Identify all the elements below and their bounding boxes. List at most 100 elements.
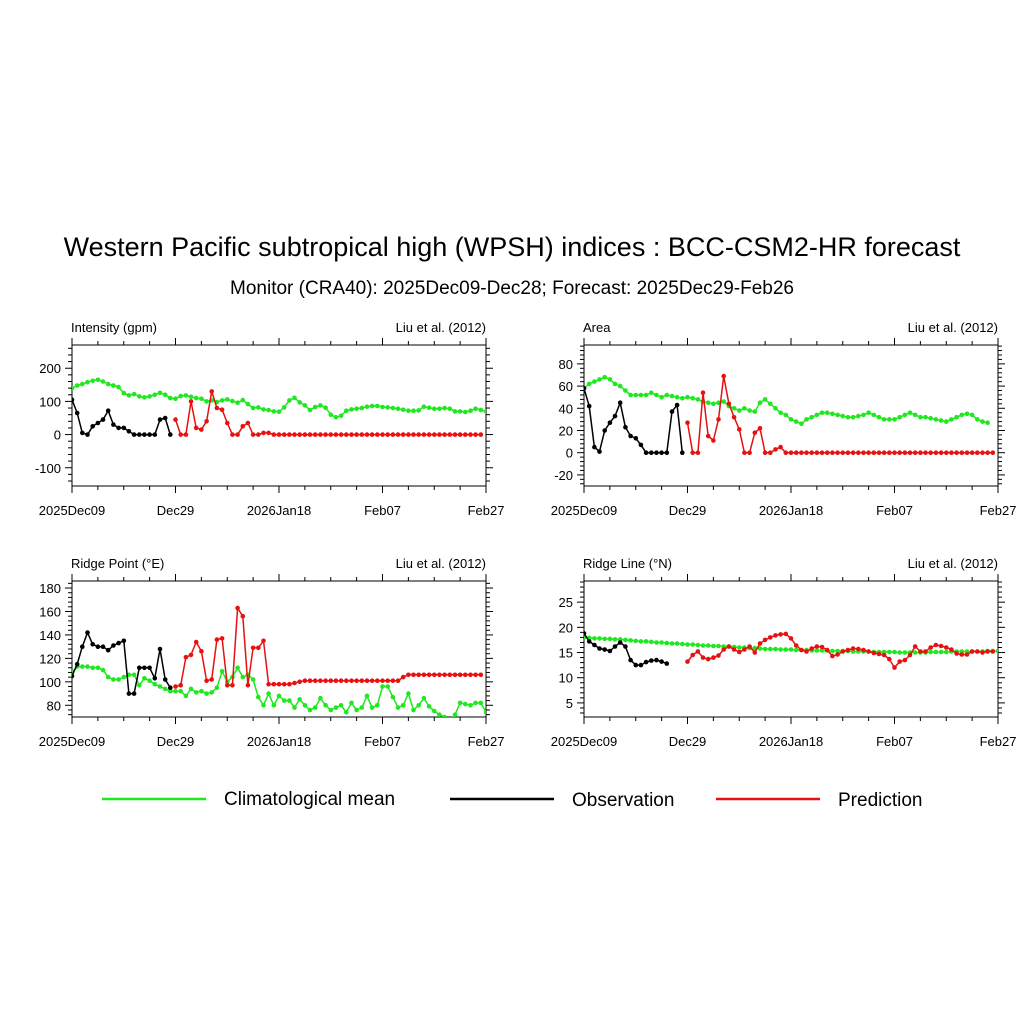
data-point-obs bbox=[80, 644, 85, 649]
data-point-clim bbox=[432, 406, 437, 412]
data-point-clim bbox=[390, 405, 396, 411]
panel-ridge-line: 5 10 15 20 25 2025Dec09 Dec29 2026Jan18 Feb07 Feb… bbox=[551, 556, 1017, 749]
chart-subtitle: Monitor (CRA40): 2025Dec09-Dec28; Foreca… bbox=[230, 278, 794, 299]
data-point-pred bbox=[742, 647, 747, 652]
chart-main-title: Western Pacific subtropical high (WPSH) … bbox=[63, 232, 961, 262]
data-point-obs bbox=[680, 450, 685, 456]
data-point-clim bbox=[628, 638, 633, 643]
y-tick-label: 20 bbox=[559, 423, 573, 438]
data-point-clim bbox=[949, 417, 954, 422]
data-point-pred bbox=[980, 650, 985, 655]
data-point-clim bbox=[654, 640, 659, 645]
data-point-pred bbox=[369, 678, 375, 683]
data-point-obs bbox=[669, 409, 675, 414]
data-point-clim bbox=[592, 636, 597, 641]
y-tick-label: 80 bbox=[559, 357, 573, 372]
data-point-clim bbox=[235, 400, 240, 406]
data-point-obs bbox=[617, 640, 623, 645]
data-point-obs bbox=[602, 647, 607, 652]
data-point-pred bbox=[907, 652, 913, 658]
data-point-pred bbox=[442, 672, 447, 678]
data-point-pred bbox=[219, 407, 225, 413]
data-point-clim bbox=[271, 409, 277, 414]
legend-label-pred: Prediction bbox=[838, 790, 923, 811]
data-point-clim bbox=[840, 413, 846, 419]
data-point-obs bbox=[643, 659, 649, 665]
data-point-pred bbox=[411, 432, 416, 437]
data-point-pred bbox=[463, 432, 468, 437]
data-point-clim bbox=[468, 408, 473, 414]
data-point-clim bbox=[250, 677, 256, 682]
data-point-obs bbox=[607, 648, 613, 654]
data-point-pred bbox=[830, 653, 835, 659]
data-point-clim bbox=[168, 395, 173, 401]
data-point-pred bbox=[705, 656, 711, 662]
data-point-obs bbox=[586, 403, 592, 409]
data-point-clim bbox=[245, 401, 251, 407]
data-point-clim bbox=[95, 377, 101, 383]
data-point-clim bbox=[318, 403, 323, 408]
data-point-pred bbox=[711, 655, 716, 660]
data-point-obs bbox=[649, 450, 654, 456]
series-pred bbox=[685, 631, 996, 670]
data-point-pred bbox=[457, 672, 463, 678]
data-point-pred bbox=[364, 432, 370, 437]
data-point-obs bbox=[72, 397, 75, 402]
data-point-pred bbox=[944, 645, 949, 650]
data-point-pred bbox=[416, 432, 422, 437]
data-point-clim bbox=[933, 649, 939, 655]
data-point-clim bbox=[380, 684, 385, 689]
data-point-clim bbox=[664, 392, 670, 398]
data-point-clim bbox=[411, 408, 416, 414]
data-point-pred bbox=[912, 644, 918, 649]
data-point-pred bbox=[292, 432, 297, 437]
data-point-clim bbox=[328, 412, 334, 418]
data-point-clim bbox=[369, 705, 375, 710]
data-point-pred bbox=[969, 450, 975, 456]
legend-label-obs: Observation bbox=[572, 790, 674, 811]
data-point-pred bbox=[799, 647, 804, 653]
data-point-pred bbox=[468, 672, 473, 678]
series-clim bbox=[584, 635, 998, 655]
data-point-clim bbox=[876, 414, 882, 420]
data-point-clim bbox=[778, 647, 783, 652]
data-point-pred bbox=[783, 450, 789, 456]
data-point-pred bbox=[861, 647, 866, 653]
data-point-pred bbox=[214, 637, 220, 642]
data-point-pred bbox=[762, 450, 768, 456]
data-point-pred bbox=[297, 432, 303, 437]
data-point-clim bbox=[845, 414, 851, 420]
data-point-clim bbox=[111, 383, 116, 388]
data-point-clim bbox=[126, 393, 132, 398]
series-pred bbox=[173, 389, 484, 437]
data-point-pred bbox=[188, 652, 194, 658]
data-point-pred bbox=[856, 646, 861, 652]
y-tick-label: 5 bbox=[566, 696, 573, 711]
data-point-obs bbox=[592, 642, 597, 648]
data-point-pred bbox=[871, 650, 877, 656]
data-point-pred bbox=[685, 420, 690, 426]
data-point-pred bbox=[897, 659, 902, 664]
data-point-pred bbox=[225, 683, 230, 688]
data-point-clim bbox=[664, 640, 670, 646]
data-point-pred bbox=[442, 432, 447, 437]
data-point-clim bbox=[700, 643, 706, 648]
data-point-clim bbox=[669, 641, 675, 646]
data-point-pred bbox=[297, 679, 303, 685]
data-point-pred bbox=[814, 450, 820, 456]
data-point-obs bbox=[664, 661, 670, 666]
data-point-clim bbox=[669, 393, 675, 399]
data-point-pred bbox=[902, 450, 908, 456]
data-point-clim bbox=[912, 412, 918, 418]
series-obs bbox=[584, 386, 685, 456]
data-point-pred bbox=[183, 432, 189, 437]
data-point-pred bbox=[235, 432, 240, 437]
data-point-clim bbox=[328, 707, 334, 713]
data-point-clim bbox=[152, 392, 158, 398]
data-point-pred bbox=[318, 678, 323, 683]
data-point-clim bbox=[711, 401, 716, 407]
data-point-clim bbox=[235, 665, 240, 671]
data-point-obs bbox=[131, 691, 137, 696]
data-point-pred bbox=[824, 450, 830, 456]
data-point-obs bbox=[147, 665, 152, 671]
